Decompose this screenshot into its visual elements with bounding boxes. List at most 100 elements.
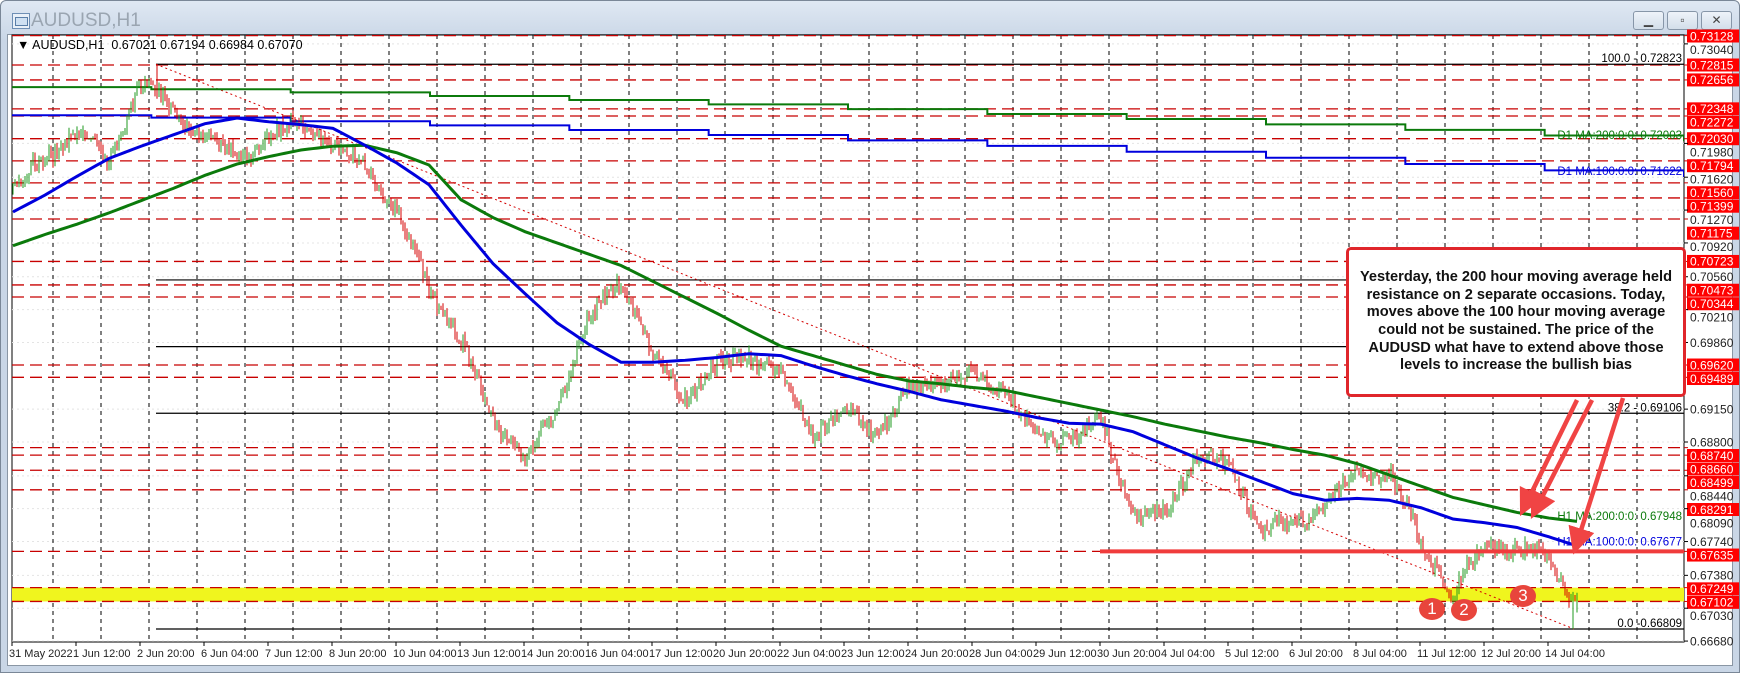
level-price-badge <box>1687 476 1739 490</box>
ma-label: D1 MA:200:0:0: 0.72003 <box>1557 130 1682 142</box>
x-tick-label: 23 Jun 12:00 <box>841 648 905 660</box>
x-tick-label: 12 Jul 20:00 <box>1481 648 1541 660</box>
d1-ma200-line <box>12 86 1684 142</box>
level-price-label: 0.68291 <box>1690 503 1734 517</box>
x-tick-label: 6 Jul 20:00 <box>1289 648 1343 660</box>
fib-label: 38.2 - 0.69106 <box>1608 402 1682 414</box>
level-price-label: 0.72815 <box>1690 58 1734 72</box>
x-tick-label: 7 Jun 12:00 <box>265 648 323 660</box>
symbol-label: AUDUSD,H1 <box>32 38 105 52</box>
level-price-label: 0.68660 <box>1690 462 1734 476</box>
level-price-badge <box>1687 186 1739 200</box>
level-price-badge <box>1687 595 1739 609</box>
marker-3: 3 <box>1510 585 1536 607</box>
x-tick-label: 28 Jun 04:00 <box>969 648 1033 660</box>
x-tick-label: 1 Jun 12:00 <box>73 648 131 660</box>
y-tick-label: 0.73040 <box>1690 43 1734 57</box>
x-tick-label: 14 Jul 04:00 <box>1545 648 1605 660</box>
x-tick-label: 8 Jun 20:00 <box>329 648 387 660</box>
x-tick-label: 20 Jun 20:00 <box>713 648 777 660</box>
x-tick-label: 4 Jul 04:00 <box>1161 648 1215 660</box>
collapse-triangle-icon[interactable]: ▼ <box>17 38 30 52</box>
x-tick-label: 31 May 2022 <box>9 648 73 660</box>
x-tick-label: 11 Jul 12:00 <box>1417 648 1476 660</box>
level-price-badge <box>1687 159 1739 173</box>
annotation-arrow <box>1530 398 1595 520</box>
level-price-label: 0.69620 <box>1690 358 1734 372</box>
level-price-badge <box>1687 358 1739 372</box>
minimize-button[interactable]: ▁ <box>1633 11 1664 30</box>
x-tick-label: 30 Jun 20:00 <box>1097 648 1161 660</box>
level-price-label: 0.69489 <box>1690 372 1734 386</box>
low-value: 0.66984 <box>208 38 254 52</box>
level-price-label: 0.70344 <box>1690 297 1734 311</box>
level-price-label: 0.70723 <box>1690 255 1734 269</box>
close-icon: ✕ <box>1711 13 1722 27</box>
level-price-badge <box>1687 297 1739 311</box>
restore-button[interactable]: ▫ <box>1667 11 1698 30</box>
fib-label: 100.0 - 0.72823 <box>1601 53 1682 65</box>
x-tick-label: 8 Jul 04:00 <box>1353 648 1407 660</box>
marker-1: 1 <box>1419 598 1445 620</box>
level-price-badge <box>1687 29 1739 43</box>
level-price-badge <box>1687 372 1739 386</box>
fib-label: 0.0 -0.66809 <box>1617 618 1682 630</box>
level-price-badge <box>1687 73 1739 87</box>
high-value: 0.67194 <box>160 38 206 52</box>
candles <box>12 64 1578 629</box>
level-price-badge <box>1687 102 1739 116</box>
y-tick-label: 0.66680 <box>1690 634 1734 648</box>
x-tick-label: 6 Jun 04:00 <box>201 648 259 660</box>
level-price-badge <box>1687 462 1739 476</box>
x-tick-label: 14 Jun 20:00 <box>521 648 585 660</box>
level-price-label: 0.67102 <box>1690 596 1734 610</box>
level-price-label: 0.67635 <box>1690 548 1734 562</box>
x-tick-label: 10 Jun 04:00 <box>393 648 457 660</box>
open-value: 0.67021 <box>111 38 157 52</box>
y-tick-label: 0.71270 <box>1690 213 1734 227</box>
level-price-badge <box>1687 283 1739 297</box>
support-zone <box>12 587 1684 602</box>
y-tick-label: 0.68440 <box>1690 489 1734 503</box>
y-tick-label: 0.69150 <box>1690 402 1734 416</box>
y-tick-label: 0.69860 <box>1690 336 1734 350</box>
y-tick-label: 0.71620 <box>1690 173 1734 187</box>
chart-window-icon <box>12 13 30 29</box>
level-price-label: 0.72656 <box>1690 73 1734 87</box>
level-price-badge <box>1687 115 1739 129</box>
x-tick-label: 24 Jun 20:00 <box>905 648 969 660</box>
y-tick-label: 0.70210 <box>1690 311 1734 325</box>
level-price-badge <box>1687 254 1739 268</box>
x-tick-label: 16 Jun 04:00 <box>585 648 649 660</box>
x-tick-label: 17 Jun 12:00 <box>649 648 713 660</box>
level-price-label: 0.73128 <box>1690 29 1734 43</box>
ma-label: H1 MA:200:0:0: 0.67948 <box>1557 511 1682 523</box>
x-tick-label: 5 Jul 12:00 <box>1225 648 1279 660</box>
level-price-label: 0.71399 <box>1690 200 1734 214</box>
chart-header: ▼ AUDUSD,H1 0.67021 0.67194 0.66984 0.67… <box>17 38 303 52</box>
y-tick-label: 0.70920 <box>1690 240 1734 254</box>
level-price-badge <box>1687 449 1739 463</box>
level-price-badge <box>1687 226 1739 240</box>
level-price-label: 0.71794 <box>1690 159 1734 173</box>
annotation-text: Yesterday, the 200 hour moving average h… <box>1360 269 1672 374</box>
level-price-label: 0.72272 <box>1690 116 1734 130</box>
ma-label: D1 MA:100:0:0: 0.71622 <box>1557 166 1682 178</box>
h1-ma200-line <box>12 143 1578 523</box>
level-price-badge <box>1687 58 1739 72</box>
x-tick-label: 13 Jun 12:00 <box>457 648 521 660</box>
y-tick-label: 0.68800 <box>1690 435 1734 449</box>
level-price-label: 0.72348 <box>1690 102 1734 116</box>
level-price-label: 0.72030 <box>1690 132 1734 146</box>
y-tick-label: 0.70560 <box>1690 270 1734 284</box>
x-tick-label: 29 Jun 12:00 <box>1033 648 1097 660</box>
y-tick-label: 0.67740 <box>1690 535 1734 549</box>
level-price-label: 0.67249 <box>1690 582 1734 596</box>
level-price-label: 0.68499 <box>1690 476 1734 490</box>
level-price-badge <box>1687 132 1739 146</box>
level-price-badge <box>1687 503 1739 517</box>
close-value: 0.67070 <box>257 38 303 52</box>
y-tick-label: 0.67030 <box>1690 609 1734 623</box>
y-tick-label: 0.67380 <box>1690 569 1734 583</box>
marker-2: 2 <box>1451 599 1477 621</box>
